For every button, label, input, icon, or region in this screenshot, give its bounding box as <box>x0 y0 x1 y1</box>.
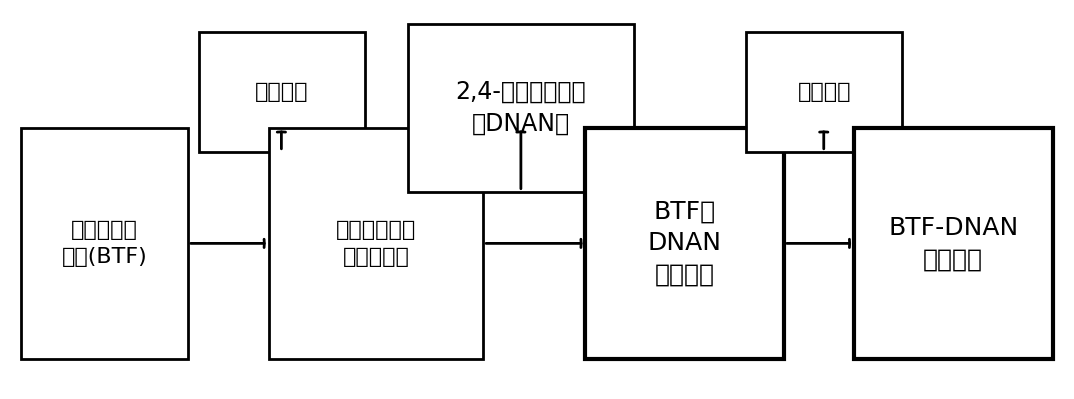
Text: 苯并三氧化呋
咱饱和溶液: 苯并三氧化呋 咱饱和溶液 <box>336 220 416 267</box>
Text: 2,4-二硝基苯甲醚
（DNAN）: 2,4-二硝基苯甲醚 （DNAN） <box>455 80 586 136</box>
Text: 苯并三氧化
呋咱(BTF): 苯并三氧化 呋咱(BTF) <box>62 220 147 267</box>
FancyBboxPatch shape <box>854 128 1053 359</box>
FancyBboxPatch shape <box>199 32 365 152</box>
Text: BTF和
DNAN
饱和溶液: BTF和 DNAN 饱和溶液 <box>648 200 722 287</box>
Text: BTF-DNAN
共晶炸药: BTF-DNAN 共晶炸药 <box>888 215 1018 271</box>
FancyBboxPatch shape <box>21 128 188 359</box>
FancyBboxPatch shape <box>746 32 902 152</box>
FancyBboxPatch shape <box>408 24 634 192</box>
FancyBboxPatch shape <box>585 128 784 359</box>
Text: 结晶溶剂: 结晶溶剂 <box>256 82 308 102</box>
FancyBboxPatch shape <box>268 128 483 359</box>
Text: 蒸发结晶: 蒸发结晶 <box>798 82 851 102</box>
